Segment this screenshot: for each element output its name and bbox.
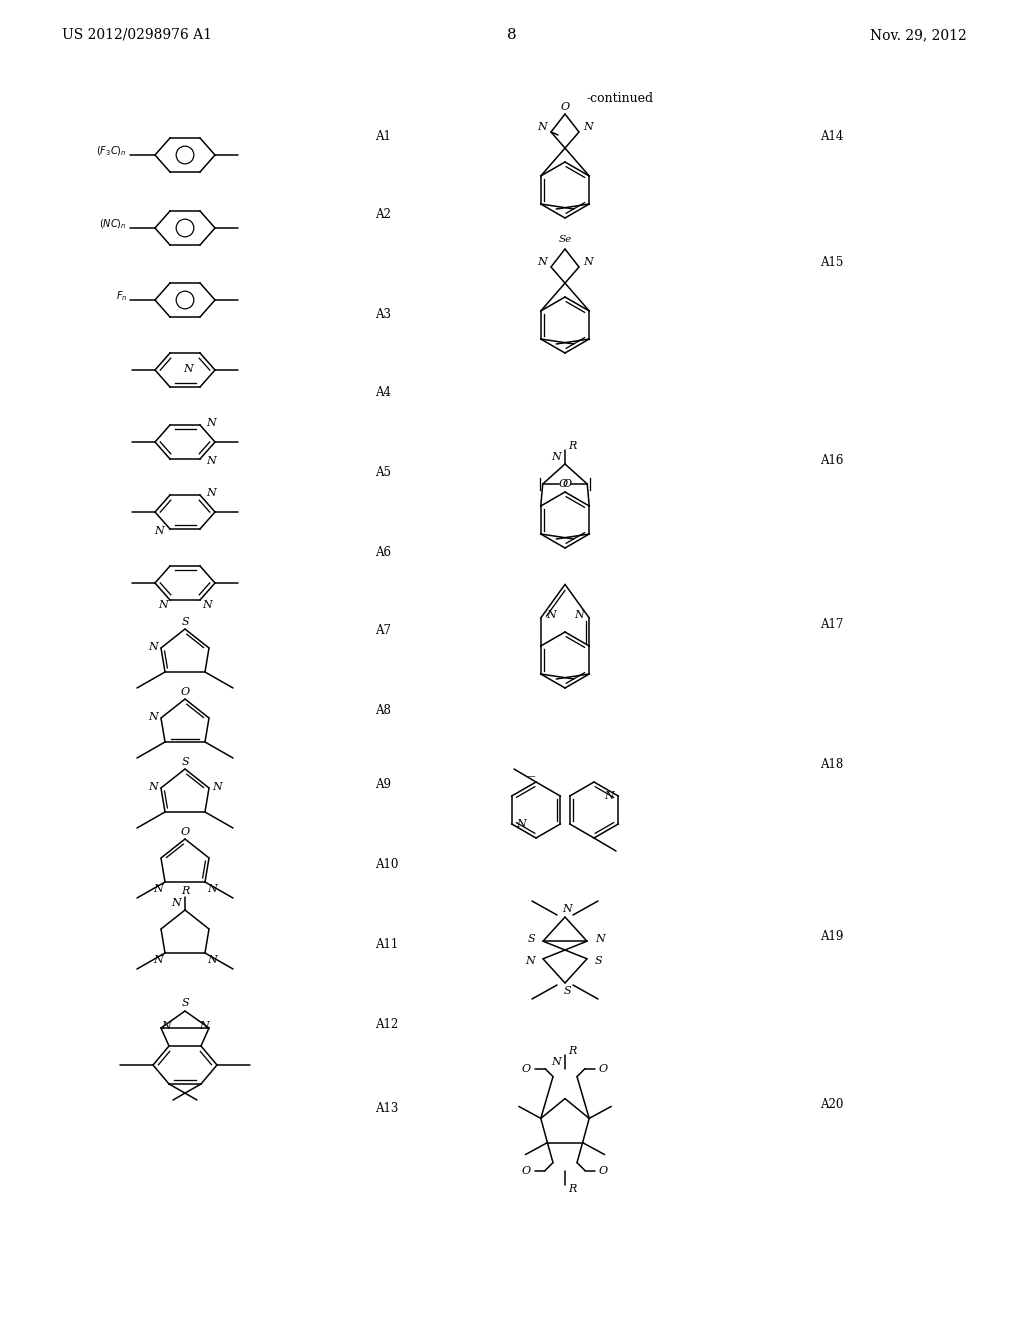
Text: R: R [568,1184,577,1193]
Text: Nov. 29, 2012: Nov. 29, 2012 [870,28,967,42]
Text: N: N [207,954,217,965]
Text: A9: A9 [375,779,391,792]
Text: N: N [583,121,593,132]
Text: N: N [159,601,168,610]
Text: $F_n$: $F_n$ [116,289,127,302]
Text: A12: A12 [375,1019,398,1031]
Text: N: N [206,488,216,498]
Text: A4: A4 [375,385,391,399]
Text: 8: 8 [507,28,517,42]
Text: O: O [558,479,567,488]
Text: N: N [538,121,547,132]
Text: O: O [522,1064,531,1073]
Text: R: R [181,886,189,896]
Text: S: S [527,935,535,944]
Text: N: N [516,818,525,829]
Text: A8: A8 [375,704,391,717]
Text: N: N [595,935,605,944]
Text: N: N [148,781,158,792]
Text: N: N [161,1020,171,1031]
Text: N: N [206,455,216,466]
Text: N: N [546,610,555,620]
Text: S: S [181,756,188,767]
Text: N: N [171,898,181,908]
Text: N: N [551,1056,561,1067]
Text: S: S [595,956,603,966]
Text: N: N [202,601,212,610]
Text: S: S [563,986,570,997]
Text: N: N [148,642,158,652]
Text: N: N [538,257,547,267]
Text: N: N [154,954,163,965]
Text: $(NC)_n$: $(NC)_n$ [99,218,127,231]
Text: O: O [180,828,189,837]
Text: O: O [522,1166,531,1176]
Text: S: S [181,616,188,627]
Text: A19: A19 [820,931,844,944]
Text: A14: A14 [820,131,844,144]
Text: O: O [560,102,569,112]
Text: O: O [563,479,571,488]
Text: A1: A1 [375,131,391,144]
Text: $(F_3C)_n$: $(F_3C)_n$ [96,144,127,158]
Text: A18: A18 [820,759,843,771]
Text: N: N [583,257,593,267]
Text: O: O [180,686,189,697]
Text: N: N [155,525,164,536]
Text: A6: A6 [375,545,391,558]
Text: Se: Se [558,235,571,244]
Text: N: N [154,884,163,894]
Text: A20: A20 [820,1098,844,1111]
Text: R: R [568,1045,577,1056]
Text: A2: A2 [375,209,391,222]
Text: A17: A17 [820,619,844,631]
Text: A16: A16 [820,454,844,466]
Text: A15: A15 [820,256,844,268]
Text: N: N [525,956,535,966]
Text: A13: A13 [375,1101,398,1114]
Text: N: N [183,364,193,374]
Text: A5: A5 [375,466,391,479]
Text: US 2012/0298976 A1: US 2012/0298976 A1 [62,28,212,42]
Text: —: — [526,772,536,781]
Text: O: O [599,1166,608,1176]
Text: -continued: -continued [587,92,653,106]
Text: N: N [199,1020,209,1031]
Text: S: S [181,998,188,1008]
Text: N: N [551,451,561,462]
Text: N: N [148,711,158,722]
Text: A7: A7 [375,623,391,636]
Text: A11: A11 [375,939,398,952]
Text: N: N [574,610,585,620]
Text: A10: A10 [375,858,398,871]
Text: N: N [604,791,614,801]
Text: N: N [212,781,222,792]
Text: O: O [599,1064,608,1073]
Text: N: N [206,418,216,428]
Text: N: N [562,904,571,913]
Text: A3: A3 [375,309,391,322]
Text: R: R [568,441,577,451]
Text: N: N [207,884,217,894]
